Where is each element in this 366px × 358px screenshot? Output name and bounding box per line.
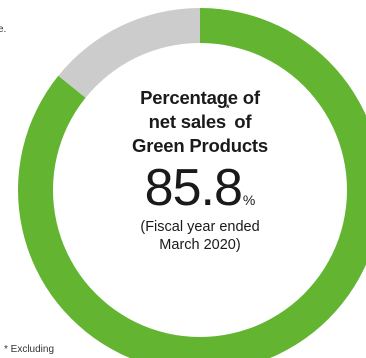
percentage-value: 85.8%	[95, 162, 305, 214]
center-label: Percentage of net sales* of Green Produc…	[95, 86, 305, 254]
title-line-3: Green Products	[132, 135, 268, 156]
fiscal-period-line-2: March 2020)	[159, 237, 241, 253]
percent-sign: %	[242, 192, 256, 208]
donut-slice-other	[58, 8, 201, 98]
title-line-2-pre: net sales	[148, 111, 227, 132]
fiscal-period: (Fiscal year ended March 2020)	[95, 218, 305, 254]
donut-slices	[18, 8, 366, 358]
title-line-2: net sales* of	[95, 104, 305, 134]
fiscal-period-line-1: (Fiscal year ended	[140, 219, 260, 235]
chart-title: Percentage of net sales* of Green Produc…	[95, 86, 305, 158]
footnote-marker: *	[226, 103, 230, 113]
percentage-number: 85.8	[144, 159, 243, 217]
cropped-text-fragment: e.	[0, 24, 7, 35]
footnote-text: * Excluding	[4, 344, 55, 355]
title-line-2-post: of	[229, 111, 252, 132]
title-line-1: Percentage of	[140, 87, 260, 108]
